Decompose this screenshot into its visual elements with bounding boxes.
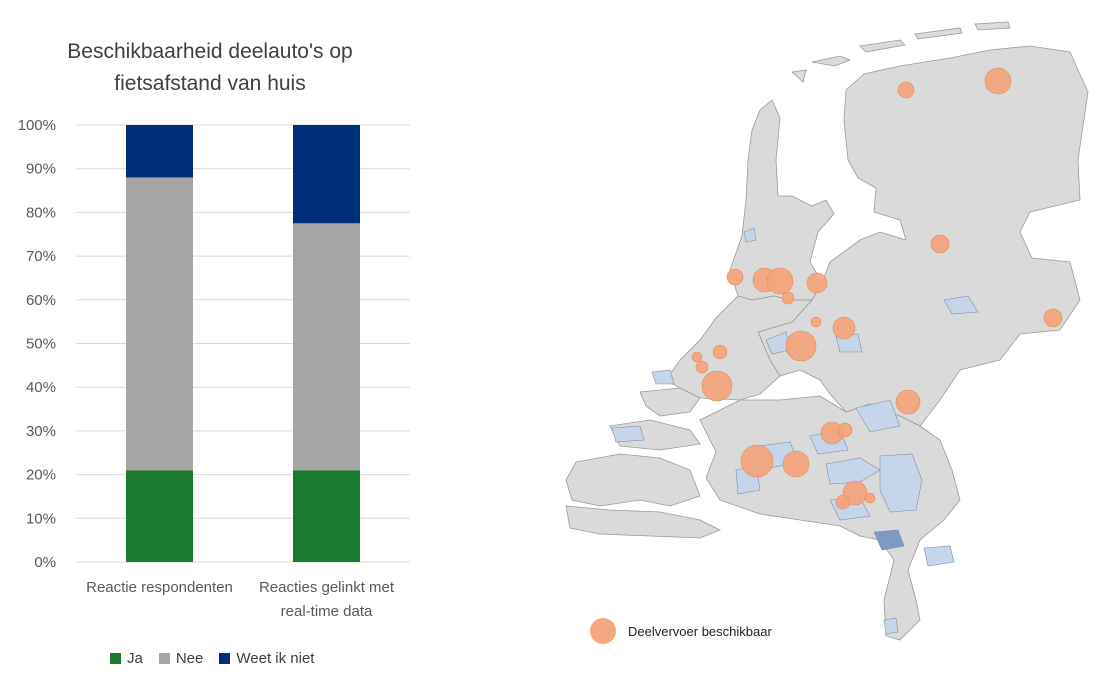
legend-label-ja: Ja xyxy=(127,650,143,667)
x-category-label: Reacties gelinkt met xyxy=(259,579,395,596)
map-island xyxy=(974,21,1011,31)
map-marker xyxy=(695,360,709,374)
map-region-zeeland-4 xyxy=(565,505,721,539)
y-tick-label: 40% xyxy=(26,379,56,396)
map-marker xyxy=(691,351,703,363)
legend-swatch-ja xyxy=(110,653,121,664)
map-marker xyxy=(712,344,728,360)
y-tick-label: 30% xyxy=(26,423,56,440)
map-highlight xyxy=(835,333,863,353)
map-marker xyxy=(832,316,856,340)
bar-ja-0 xyxy=(126,470,193,562)
map-highlight xyxy=(651,369,675,385)
y-tick-label: 50% xyxy=(26,336,56,353)
map-marker xyxy=(726,268,744,286)
y-tick-label: 60% xyxy=(26,292,56,309)
map-highlight xyxy=(883,617,899,635)
chart-title: Beschikbaarheid deelauto's op fietsafsta… xyxy=(40,36,380,100)
x-category-label: real-time data xyxy=(281,603,373,620)
y-tick-label: 70% xyxy=(26,248,56,265)
map-marker xyxy=(837,422,853,438)
map-legend-label: Deelvervoer beschikbaar xyxy=(628,623,772,639)
map-region-zuid-holland xyxy=(665,295,813,401)
chart-legend: Ja Nee Weet ik niet xyxy=(110,650,314,667)
y-tick-label: 100% xyxy=(18,117,56,134)
map-legend-marker-icon xyxy=(590,618,616,644)
bar-weet-ik-niet-0 xyxy=(126,125,193,178)
map-marker xyxy=(820,421,844,445)
y-tick-label: 80% xyxy=(26,204,56,221)
map-marker xyxy=(810,316,822,328)
map-highlight xyxy=(855,399,901,433)
map-marker xyxy=(984,67,1012,95)
y-tick-label: 20% xyxy=(26,467,56,484)
legend-item-nee: Nee xyxy=(158,650,204,667)
map-marker xyxy=(864,492,876,504)
bar-ja-1 xyxy=(293,470,360,562)
map-marker xyxy=(785,330,817,362)
legend-item-ja: Ja xyxy=(110,650,143,667)
map-marker xyxy=(740,444,774,478)
map-highlight xyxy=(879,453,923,513)
map-highlight xyxy=(743,227,757,243)
bar-nee-0 xyxy=(126,177,193,471)
map-marker xyxy=(930,234,950,254)
map-highlight xyxy=(759,441,799,469)
map-marker xyxy=(766,267,794,295)
stacked-bar-chart: 0% 10% 20% 30% 40% 50% 60% 70% 80% 90% 100% Reactie… xyxy=(18,117,410,620)
map-region-noord-holland xyxy=(729,99,835,301)
legend-swatch-nee xyxy=(158,653,170,664)
map-highlight xyxy=(765,331,791,355)
map-region-zeeland-1 xyxy=(639,387,701,417)
y-tick-label: 0% xyxy=(34,554,56,571)
map-legend: Deelvervoer beschikbaar xyxy=(590,618,772,644)
map-marker xyxy=(806,272,828,294)
map-island xyxy=(859,39,906,53)
chart-title-line-1: Beschikbaarheid deelauto's op xyxy=(67,40,353,63)
map-island xyxy=(791,69,807,83)
legend-label-weet-ik-niet: Weet ik niet xyxy=(236,650,315,667)
map-marker xyxy=(835,494,851,510)
map-highlight xyxy=(943,295,979,315)
map-highlight-dark xyxy=(873,529,905,551)
map-marker xyxy=(782,450,810,478)
legend-item-weet-ik-niet: Weet ik niet xyxy=(219,650,314,667)
map-highlighted-municipalities xyxy=(611,227,979,635)
map-marker xyxy=(781,291,795,305)
map-marker xyxy=(842,480,868,506)
chart-title-line-2: fietsafstand van huis xyxy=(114,72,306,95)
map-region-zeeland-3 xyxy=(565,453,701,507)
map-highlight xyxy=(923,545,955,567)
map-marker xyxy=(752,267,778,293)
map-highlight xyxy=(829,497,871,521)
map-marker xyxy=(701,370,733,402)
map-marker xyxy=(897,81,915,99)
map-island xyxy=(914,27,963,40)
map-region-north-east xyxy=(757,45,1089,427)
legend-label-nee: Nee xyxy=(175,650,204,667)
map-highlight xyxy=(825,457,881,485)
map-marker xyxy=(1043,308,1063,328)
legend-swatch-weet-ik-niet xyxy=(219,653,231,664)
map-markers xyxy=(691,67,1063,510)
map-region-south xyxy=(699,395,961,641)
map-land xyxy=(565,21,1089,641)
map-highlight xyxy=(611,425,645,443)
bar-nee-1 xyxy=(293,223,360,471)
bar-weet-ik-niet-1 xyxy=(293,125,360,224)
map-highlight xyxy=(735,465,761,495)
y-tick-label: 10% xyxy=(26,510,56,527)
map-island xyxy=(811,55,852,67)
x-category-label: Reactie respondenten xyxy=(86,579,233,596)
map-region-zeeland-2 xyxy=(609,419,701,451)
map-highlight xyxy=(809,429,849,455)
y-tick-label: 90% xyxy=(26,161,56,178)
map-marker xyxy=(895,389,921,415)
